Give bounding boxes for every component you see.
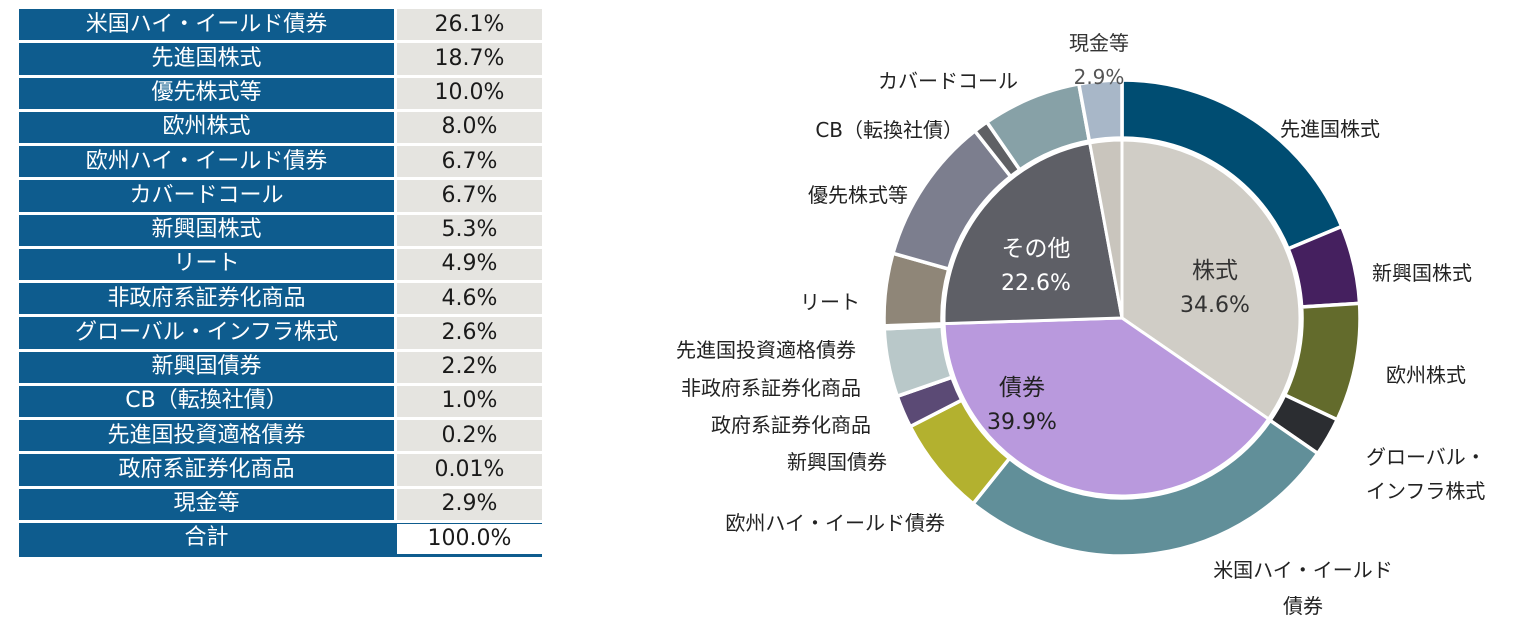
table-row-value: 6.7% (394, 146, 542, 181)
table-row-value: 2.9% (394, 488, 542, 523)
callout-label: CB（転換社債） (815, 118, 963, 142)
inner-ring-slice-1 (942, 316, 1271, 498)
table-row: 優先株式等 10.0% (19, 77, 542, 112)
table-row: 欧州ハイ・イールド債券 6.7% (19, 146, 542, 181)
inner-ring-slice-3 (1087, 138, 1124, 319)
table-row-value: 10.0% (394, 77, 542, 112)
table-row: 現金等 2.9% (19, 488, 542, 523)
table-row-label: 新興国株式 (19, 214, 394, 249)
table-row: 先進国株式 18.7% (19, 43, 542, 78)
callout-label: 非政府系証券化商品 (681, 376, 861, 400)
callout-label: 現金等 (1069, 31, 1129, 55)
inner-label-name: 株式 (1192, 258, 1238, 284)
table-row-label: 先進国株式 (19, 43, 394, 78)
callout-label: 優先株式等 (808, 183, 908, 207)
table-row-label: グローバル・インフラ株式 (19, 317, 394, 352)
callout-label: 新興国債券 (787, 450, 887, 474)
callout-label: 欧州ハイ・イールド債券 (725, 511, 945, 535)
inner-label-value: 22.6% (1001, 271, 1071, 296)
table-row-label: 欧州ハイ・イールド債券 (19, 146, 394, 181)
inner-ring-slice-2 (942, 141, 1124, 326)
table-row-value: 4.6% (394, 283, 542, 318)
table-row-label: 政府系証券化商品 (19, 454, 394, 489)
table-row: リート 4.9% (19, 248, 542, 283)
inner-ring-slice-0 (1120, 138, 1302, 422)
table-row-value: 2.2% (394, 351, 542, 386)
callout-label: グローバル・ (1366, 445, 1486, 469)
table-row-value: 0.2% (394, 420, 542, 455)
table-row-value: 5.3% (394, 214, 542, 249)
table-row-value: 6.7% (394, 180, 542, 215)
table-row-label: 非政府系証券化商品 (19, 283, 394, 318)
table-row-value: 4.9% (394, 248, 542, 283)
allocation-table: 米国ハイ・イールド債券 26.1% 先進国株式 18.7% 優先株式等 10.0% 欧州株式… (19, 9, 542, 557)
table-row: 米国ハイ・イールド債券 26.1% (19, 9, 542, 44)
table-row-value: 0.01% (394, 454, 542, 489)
table-row-value: 8.0% (394, 111, 542, 146)
table-row-label: 新興国債券 (19, 351, 394, 386)
table-total-row: 合計 100.0% (19, 522, 542, 557)
callout-label: リート (800, 290, 860, 314)
table-row-label: リート (19, 248, 394, 283)
inner-label-name: その他 (1002, 236, 1071, 262)
table-row: CB（転換社債） 1.0% (19, 385, 542, 420)
outer-ring-slice-14 (1076, 78, 1124, 144)
table-row: グローバル・インフラ株式 2.6% (19, 317, 542, 352)
table-row-label: 欧州株式 (19, 111, 394, 146)
table-row: 新興国株式 5.3% (19, 214, 542, 249)
callout-label: カバードコール (878, 69, 1018, 93)
inner-label-value: 39.9% (987, 410, 1057, 435)
table-row: カバードコール 6.7% (19, 180, 542, 215)
table-row-label: 現金等 (19, 488, 394, 523)
table-row-label: 先進国投資適格債券 (19, 420, 394, 455)
table-row-value: 26.1% (394, 9, 542, 44)
table-row-value: 100.0% (394, 522, 542, 557)
inner-label-value: 34.6% (1180, 293, 1250, 318)
table-row-value: 18.7% (394, 43, 542, 78)
table-row-label: カバードコール (19, 180, 394, 215)
table-row: 新興国債券 2.2% (19, 351, 542, 386)
table-row-label: 合計 (19, 522, 394, 557)
table-row-label: 優先株式等 (19, 77, 394, 112)
allocation-donut-chart: 株式 34.6% 債券 39.9% その他 22.6% 現金等 2.9% カバードコール CB（転… (676, 31, 1486, 618)
callout-label: 先進国投資適格債券 (676, 338, 856, 362)
table-row-label: CB（転換社債） (19, 385, 394, 420)
callout-label: 米国ハイ・イールド (1213, 558, 1393, 582)
table-row-label: 米国ハイ・イールド債券 (19, 9, 394, 44)
table-row-value: 2.6% (394, 317, 542, 352)
table-row: 非政府系証券化商品 4.6% (19, 283, 542, 318)
table-row-value: 1.0% (394, 385, 542, 420)
callout-label: 債券 (1283, 594, 1323, 618)
inner-label-name: 債券 (999, 375, 1045, 401)
callout-label: 新興国株式 (1372, 261, 1472, 285)
callout-label: 2.9% (1074, 65, 1125, 89)
table-row: 欧州株式 8.0% (19, 111, 542, 146)
callout-label: 政府系証券化商品 (711, 413, 871, 437)
table-row: 先進国投資適格債券 0.2% (19, 420, 542, 455)
callout-label: 欧州株式 (1386, 363, 1466, 387)
callout-label: インフラ株式 (1366, 479, 1485, 503)
callout-label: 先進国株式 (1280, 117, 1380, 141)
table-row: 政府系証券化商品 0.01% (19, 454, 542, 489)
